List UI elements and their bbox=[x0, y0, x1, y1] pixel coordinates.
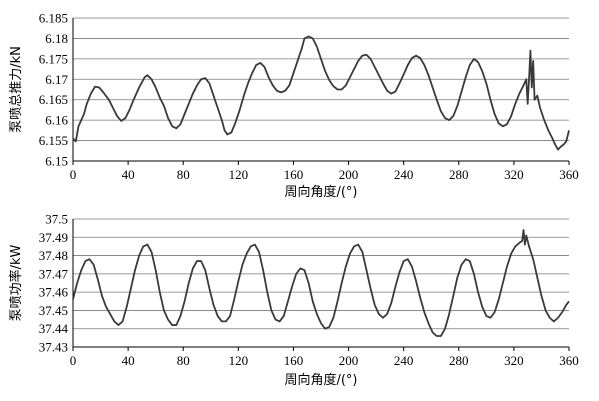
y-tick-label: 6.155 bbox=[39, 133, 68, 148]
thrust-series-line bbox=[72, 35, 570, 151]
y-tick-label: 37.5 bbox=[45, 212, 68, 227]
x-tick-label: 320 bbox=[504, 353, 524, 368]
x-tick-label: 280 bbox=[449, 353, 469, 368]
y-tick-label: 6.18 bbox=[45, 31, 68, 46]
y-tick-label: 6.185 bbox=[39, 11, 68, 26]
x-tick-label: 80 bbox=[177, 167, 190, 182]
x-tick-label: 0 bbox=[70, 167, 77, 182]
y-tick-label: 6.16 bbox=[45, 113, 68, 128]
y-tick-label: 37.48 bbox=[39, 248, 68, 263]
y-tick-label: 37.49 bbox=[39, 230, 68, 245]
x-tick-label: 40 bbox=[122, 167, 135, 182]
x-tick-label: 120 bbox=[229, 353, 249, 368]
x-tick-label: 160 bbox=[284, 353, 304, 368]
y-axis-title: 泵喷总推力/kN bbox=[9, 46, 24, 133]
y-axis-title: 泵喷功率/kW bbox=[8, 244, 24, 321]
y-tick-label: 6.15 bbox=[45, 154, 68, 169]
x-tick-label: 360 bbox=[559, 353, 579, 368]
y-tick-label: 6.17 bbox=[45, 72, 68, 87]
x-tick-label: 240 bbox=[394, 167, 414, 182]
x-tick-label: 200 bbox=[339, 167, 359, 182]
x-tick-label: 240 bbox=[394, 353, 414, 368]
x-tick-label: 280 bbox=[449, 167, 469, 182]
x-tick-label: 160 bbox=[284, 167, 304, 182]
y-tick-label: 6.165 bbox=[39, 92, 68, 107]
x-tick-label: 80 bbox=[177, 353, 190, 368]
power-panel: 37.43 37.44 37.45 37.46 37.47 37.48 37.49 37.5 0… bbox=[8, 212, 579, 389]
y-tick-label: 37.47 bbox=[39, 266, 69, 281]
y-tick-label: 37.43 bbox=[39, 340, 68, 355]
power-series-line bbox=[72, 229, 570, 337]
y-tick-label: 37.46 bbox=[39, 285, 69, 300]
x-axis-title: 周向角度/(°) bbox=[284, 372, 357, 388]
y-tick-label: 37.44 bbox=[39, 321, 69, 336]
x-tick-label: 360 bbox=[559, 167, 579, 182]
x-tick-label: 0 bbox=[70, 353, 77, 368]
x-tick-label: 320 bbox=[504, 167, 524, 182]
x-axis-title: 周向角度/(°) bbox=[284, 184, 357, 200]
y-tick-label: 6.175 bbox=[39, 51, 68, 66]
x-tick-label: 200 bbox=[339, 353, 359, 368]
x-tick-label: 120 bbox=[229, 167, 249, 182]
thrust-panel: 6.15 6.155 6.16 6.165 6.17 6.175 6.18 6.185 0 40 8… bbox=[9, 11, 579, 201]
y-tick-label: 37.45 bbox=[39, 303, 68, 318]
x-tick-label: 40 bbox=[122, 353, 135, 368]
